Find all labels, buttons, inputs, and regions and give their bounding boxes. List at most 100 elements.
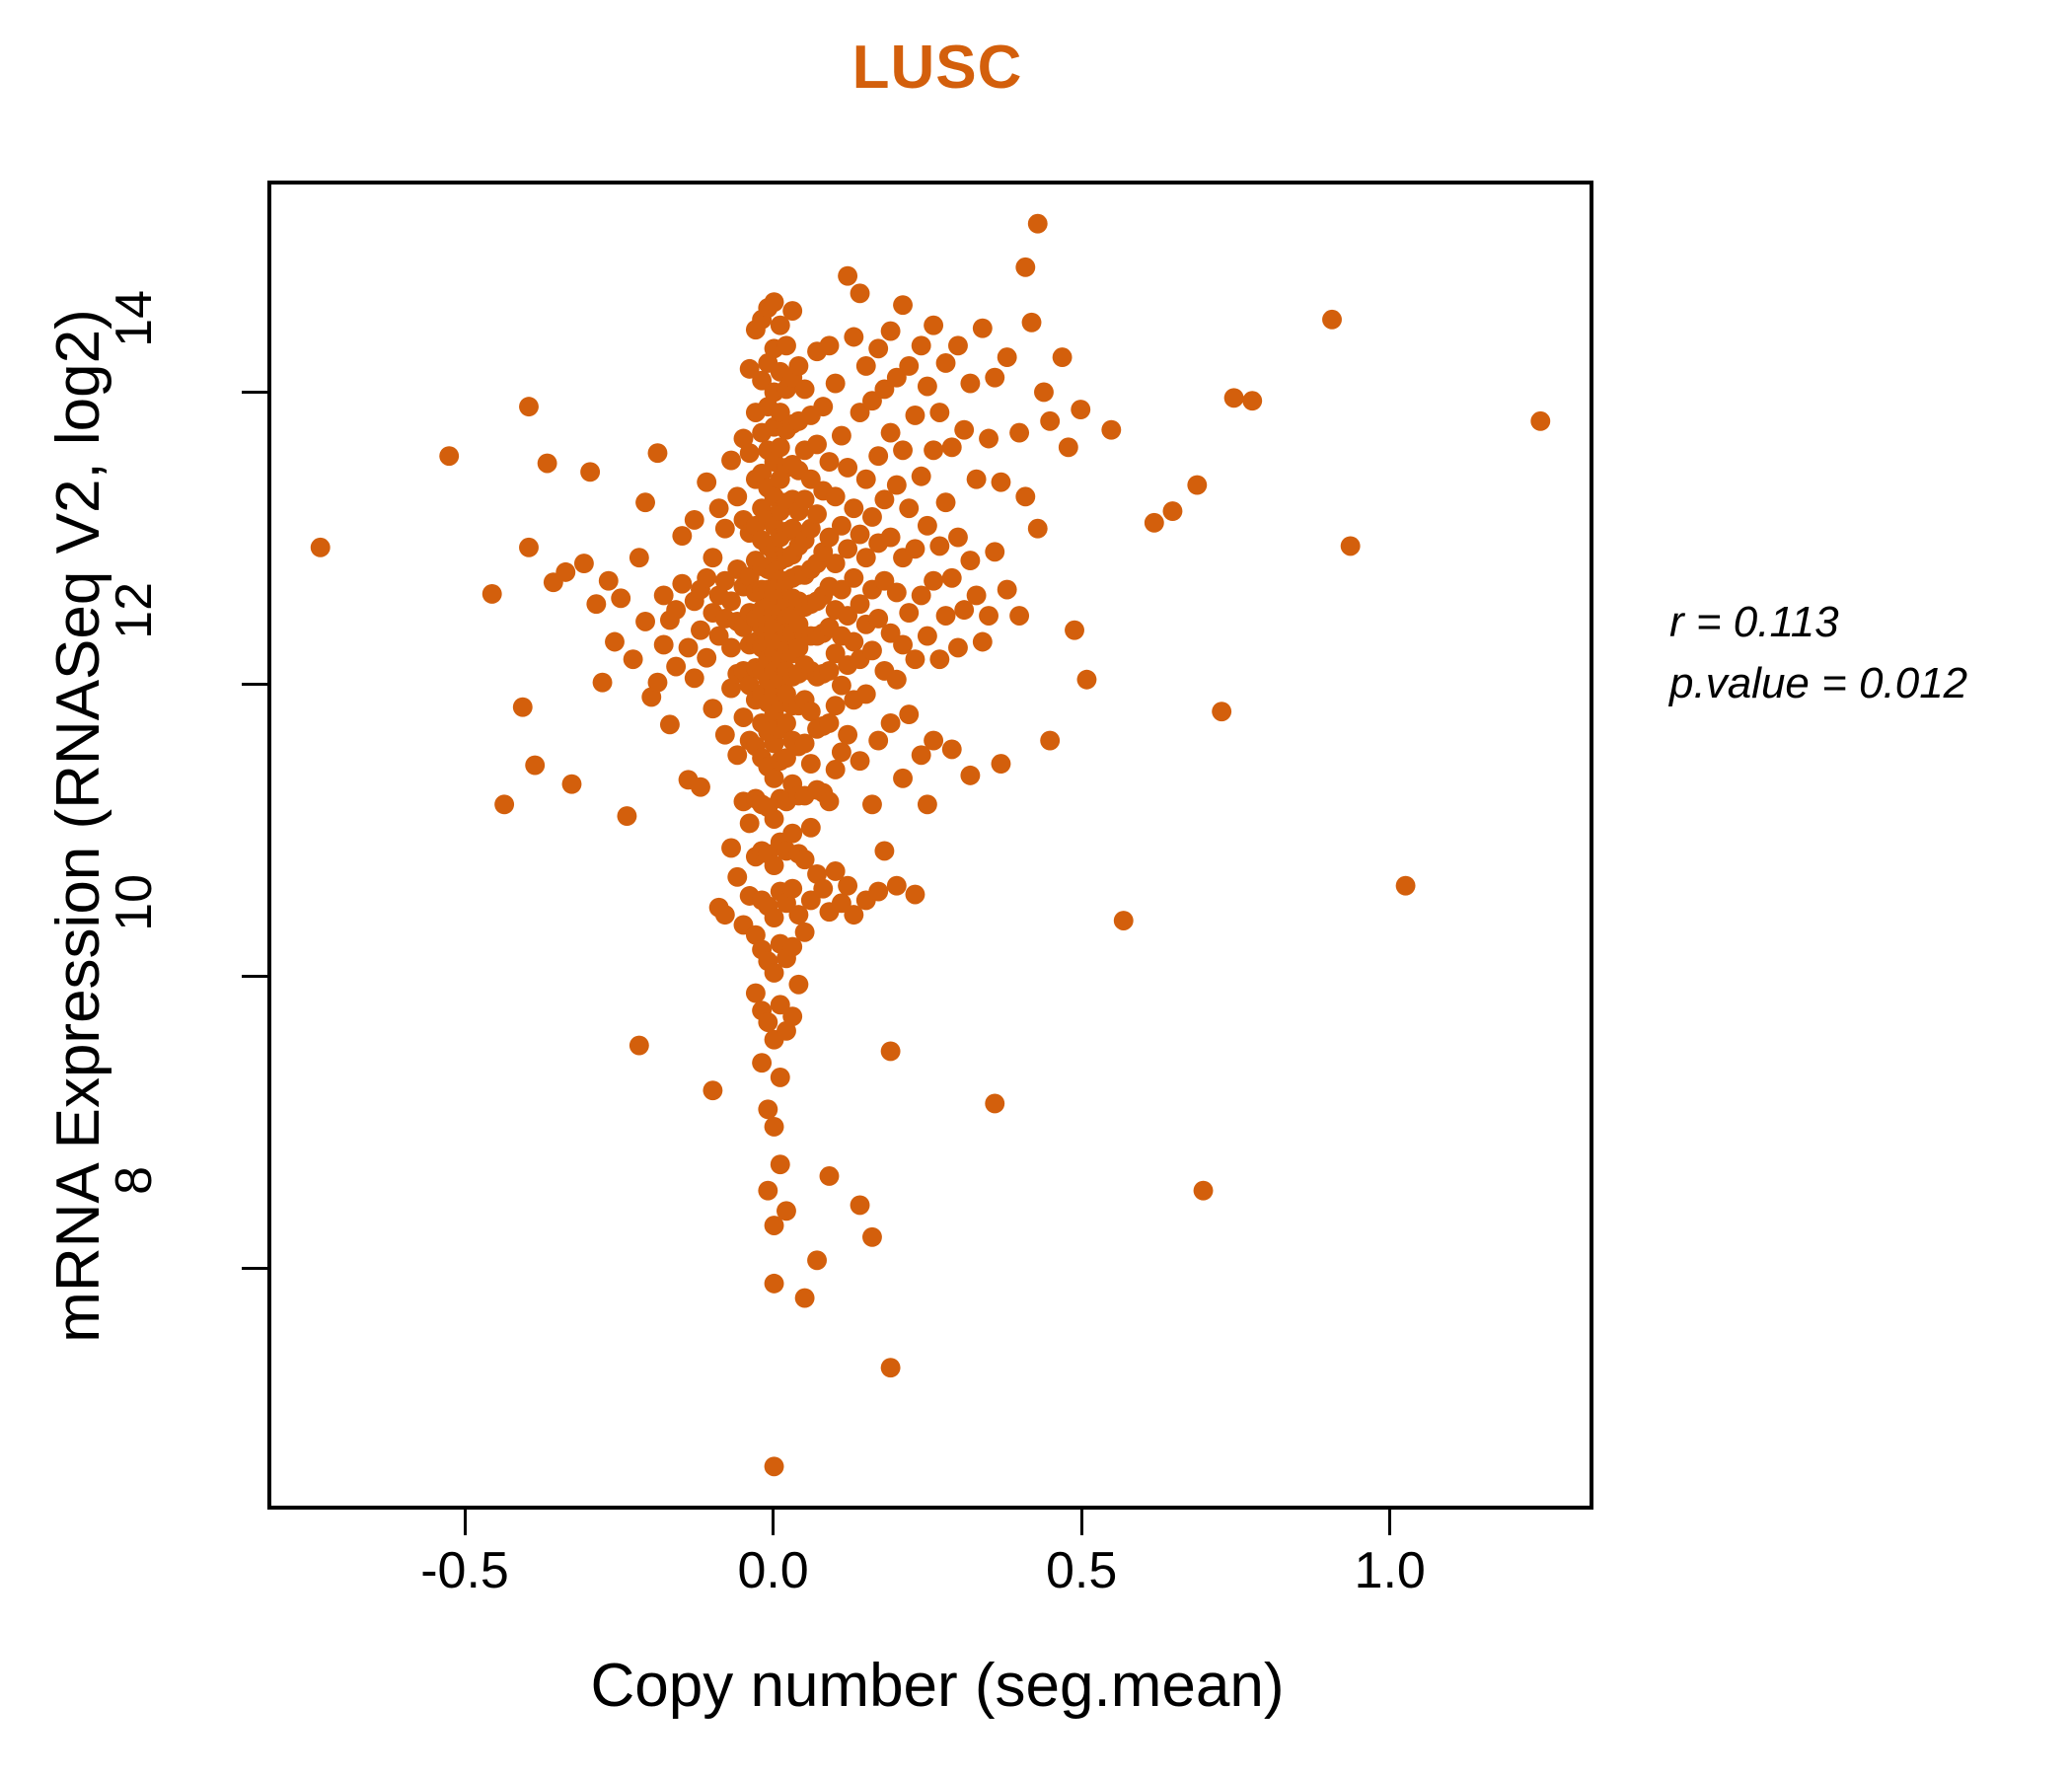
scatter-point xyxy=(991,472,1011,492)
scatter-point xyxy=(782,936,803,957)
scatter-point xyxy=(825,696,846,716)
scatter-point xyxy=(874,841,895,861)
y-tick-mark xyxy=(242,1267,267,1271)
correlation-value: r = 0.113 xyxy=(1669,598,1839,646)
scatter-point xyxy=(850,594,870,615)
scatter-point xyxy=(782,518,803,539)
scatter-point xyxy=(1027,213,1048,234)
x-tick-mark xyxy=(772,1510,776,1535)
scatter-point xyxy=(561,774,582,794)
scatter-point xyxy=(941,739,962,760)
scatter-point xyxy=(886,475,907,495)
scatter-point xyxy=(874,379,895,400)
scatter-point xyxy=(580,462,601,482)
scatter-point xyxy=(929,649,950,670)
scatter-point xyxy=(825,861,846,881)
scatter-point xyxy=(997,579,1017,600)
scatter-point xyxy=(794,850,815,870)
scatter-point xyxy=(917,376,937,397)
scatter-point xyxy=(855,684,876,704)
scatter-point xyxy=(481,584,502,604)
scatter-point xyxy=(880,321,901,341)
scatter-point xyxy=(1113,911,1134,930)
scatter-point xyxy=(764,1456,784,1477)
scatter-point xyxy=(800,817,821,838)
scatter-point xyxy=(794,1288,815,1308)
scatter-point xyxy=(714,724,735,745)
scatter-point xyxy=(758,1099,778,1120)
x-tick-label: 1.0 xyxy=(1354,1542,1426,1599)
scatter-point xyxy=(911,335,931,356)
scatter-point xyxy=(886,669,907,690)
scatter-point xyxy=(617,806,637,827)
scatter-point xyxy=(697,647,717,668)
scatter-point xyxy=(708,626,729,646)
scatter-point xyxy=(838,724,858,745)
scatter-point xyxy=(844,327,864,347)
scatter-point xyxy=(666,600,687,621)
scatter-point xyxy=(782,823,803,844)
y-tick-mark xyxy=(242,975,267,979)
scatter-point xyxy=(714,570,735,591)
scatter-point xyxy=(862,640,882,661)
scatter-point xyxy=(697,472,717,492)
scatter-point xyxy=(948,527,968,548)
scatter-point xyxy=(972,631,993,652)
scatter-point xyxy=(911,585,931,606)
y-tick-label: 8 xyxy=(106,1165,163,1195)
scatter-point xyxy=(592,672,613,693)
scatter-point xyxy=(758,1180,778,1201)
scatter-point xyxy=(862,1226,882,1247)
scatter-point xyxy=(721,637,741,658)
scatter-point xyxy=(752,370,773,391)
scatter-point xyxy=(954,419,975,440)
scatter-point xyxy=(721,838,741,858)
scatter-point xyxy=(905,406,925,425)
scatter-point xyxy=(537,453,557,474)
scatter-point xyxy=(519,537,539,557)
scatter-point xyxy=(850,283,870,304)
scatter-point xyxy=(831,425,851,446)
scatter-point xyxy=(844,905,864,925)
scatter-point xyxy=(672,526,693,547)
scatter-point xyxy=(764,292,784,313)
scatter-point xyxy=(855,548,876,568)
scatter-point xyxy=(1223,388,1244,408)
scatter-point xyxy=(770,1067,790,1087)
scatter-point xyxy=(684,668,704,689)
scatter-point xyxy=(727,486,748,507)
scatter-point xyxy=(905,649,925,670)
scatter-point xyxy=(941,567,962,588)
scatter-point xyxy=(714,905,735,925)
scatter-point xyxy=(611,588,631,609)
scatter-point xyxy=(899,603,920,624)
scatter-point xyxy=(691,620,710,640)
scatter-point xyxy=(777,1201,796,1221)
y-axis-title: mRNA Expression (RNASeq V2, log2) xyxy=(44,309,112,1343)
scatter-point xyxy=(985,542,1005,562)
scatter-point xyxy=(838,265,858,286)
scatter-point xyxy=(966,585,987,606)
scatter-point xyxy=(838,875,858,896)
scatter-point xyxy=(752,1053,773,1073)
scatter-point xyxy=(979,606,999,626)
x-tick-mark xyxy=(1388,1510,1392,1535)
scatter-point xyxy=(721,591,741,612)
scatter-point xyxy=(850,524,870,545)
x-tick-label: 0.5 xyxy=(1045,1542,1118,1599)
scatter-point xyxy=(844,631,864,652)
scatter-point xyxy=(1009,422,1030,443)
scatter-point xyxy=(764,855,784,876)
scatter-point xyxy=(684,509,704,530)
scatter-point xyxy=(862,391,882,411)
scatter-point xyxy=(924,440,944,461)
scatter-point xyxy=(519,397,539,417)
scatter-point xyxy=(697,567,717,588)
scatter-point xyxy=(831,675,851,696)
scatter-point xyxy=(880,1358,901,1378)
scatter-point xyxy=(807,434,827,455)
y-tick-mark xyxy=(242,391,267,395)
x-tick-label: -0.5 xyxy=(420,1542,509,1599)
scatter-point xyxy=(813,397,834,417)
